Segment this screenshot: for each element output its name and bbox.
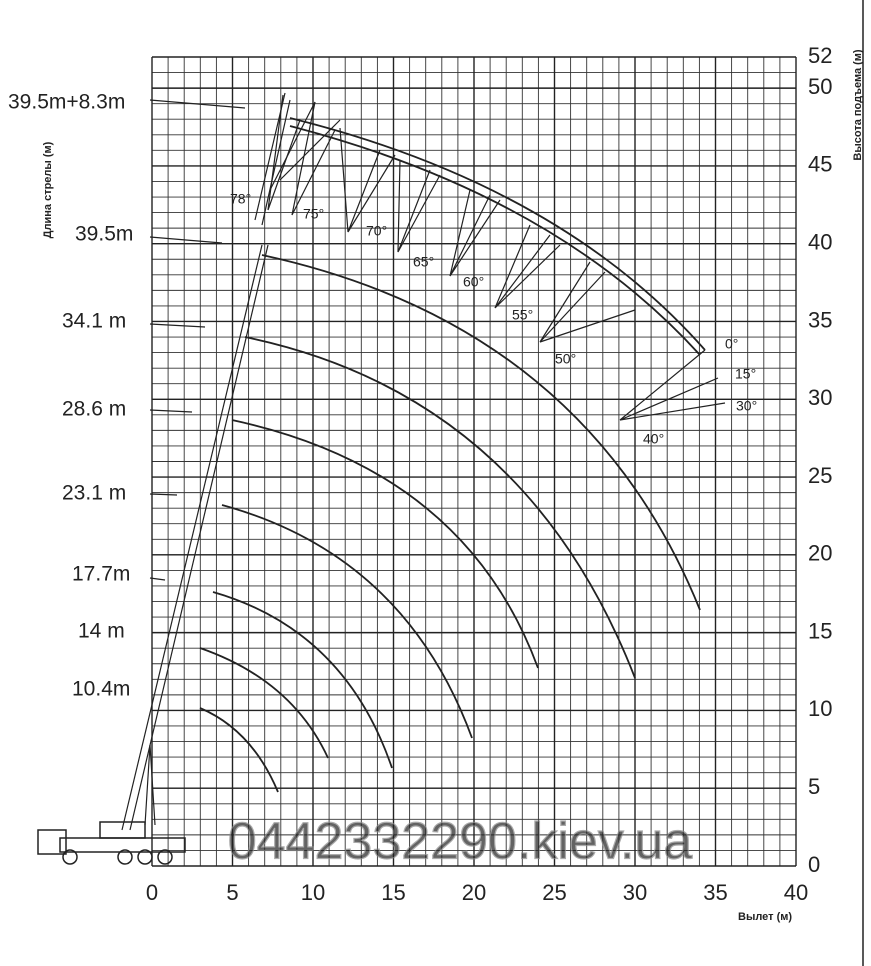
curve <box>199 647 329 759</box>
boom-length: 34.1 m <box>62 310 126 333</box>
x-tick-label: 20 <box>462 880 486 905</box>
x-tick-label: 15 <box>381 880 405 905</box>
jib-angle: 50° <box>555 351 576 367</box>
boom-length: 39.5m <box>75 223 133 246</box>
jib-angle: 75° <box>303 206 324 222</box>
y-tick-label: 50 <box>808 74 832 99</box>
boom-length-labels: 39.5m+8.3m 39.5m 34.1 m 28.6 m 23.1 m 17… <box>8 91 246 701</box>
x-tick-label: 5 <box>226 880 238 905</box>
boom-length: 14 m <box>78 620 125 643</box>
y-tick-label: 15 <box>808 618 832 643</box>
y-tick-label: 30 <box>808 385 832 410</box>
y-tick-label: 40 <box>808 230 832 255</box>
y-tick-label: 45 <box>808 152 832 177</box>
boom-length: 10.4m <box>72 678 130 701</box>
curve <box>244 336 636 679</box>
y-tick-label: 10 <box>808 696 832 721</box>
boom-length: 17.7m <box>72 563 130 586</box>
y-tick-label: 0 <box>808 852 820 877</box>
x-tick-label: 0 <box>146 880 158 905</box>
boom-axis-label: Длина стрелы (м) <box>42 141 54 238</box>
jib-angle: 30° <box>736 398 757 414</box>
y-tick-label: 5 <box>808 774 820 799</box>
jib-angle: 70° <box>366 223 387 239</box>
boom <box>121 92 341 831</box>
boom-curves <box>199 117 706 793</box>
x-tick-label: 30 <box>623 880 647 905</box>
boom-length: 39.5m+8.3m <box>8 91 125 114</box>
y-tick-label: 25 <box>808 463 832 488</box>
curve <box>231 419 539 669</box>
y-tick-label: 20 <box>808 541 832 566</box>
boom-length: 23.1 m <box>62 482 126 505</box>
y-tick-label: 35 <box>808 307 832 332</box>
jib-angle: 0° <box>725 336 738 352</box>
jib-angle: 15° <box>735 366 756 382</box>
jib-angle: 40° <box>643 431 664 447</box>
jib-arc <box>289 117 706 351</box>
jib-lines <box>267 94 726 421</box>
jib-angle: 78° <box>230 191 251 207</box>
curve <box>212 591 393 769</box>
truck <box>37 821 186 865</box>
jib-arc <box>289 125 701 356</box>
jib-angle: 60° <box>463 274 484 290</box>
x-tick-label: 40 <box>784 880 808 905</box>
x-tick-label: 10 <box>301 880 325 905</box>
jib-angle: 55° <box>512 307 533 323</box>
x-tick-label: 25 <box>542 880 566 905</box>
jib-angle: 65° <box>413 254 434 270</box>
watermark: 0442332290.kiev.ua <box>228 813 693 871</box>
y-tick-label: 52 <box>808 43 832 68</box>
jib-angle-labels: 78° 75° 70° 65° 60° 55° 50° 0° 15° 30° 4… <box>230 191 757 447</box>
boom-length: 28.6 m <box>62 398 126 421</box>
x-tick-label: 35 <box>703 880 727 905</box>
curve <box>199 707 279 793</box>
y-axis-label: Высота подъема (м) <box>852 49 864 160</box>
grid <box>151 56 797 867</box>
curve <box>261 254 701 611</box>
x-axis-label: Вылет (м) <box>738 911 792 923</box>
curve <box>221 504 473 739</box>
